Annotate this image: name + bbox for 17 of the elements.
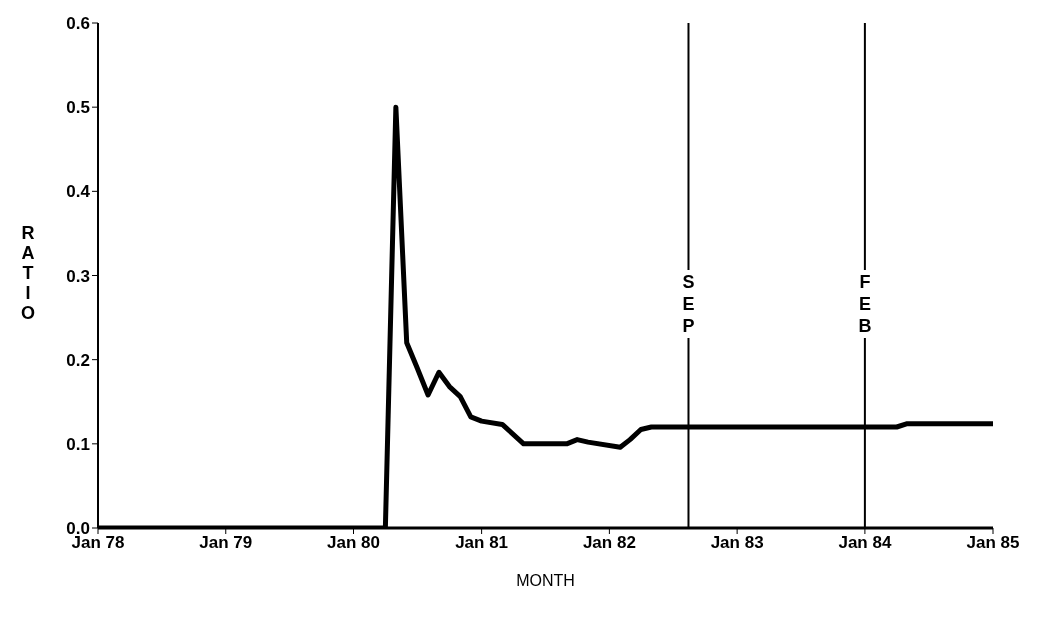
x-tick-label: Jan 82 bbox=[582, 533, 636, 553]
ref-line-label: FEB bbox=[858, 272, 872, 336]
x-tick-label: Jan 84 bbox=[838, 533, 892, 553]
y-tick-label: 0.5 bbox=[66, 98, 90, 118]
x-axis-title: MONTH bbox=[516, 572, 575, 589]
y-tick-label: 0.4 bbox=[66, 182, 91, 202]
ref-line-label: SEP bbox=[682, 272, 695, 336]
y-axis-title: RATIO bbox=[20, 223, 36, 323]
y-tick-label: 0.6 bbox=[66, 14, 90, 34]
x-tick-label: Jan 85 bbox=[966, 533, 1020, 553]
x-tick-label: Jan 83 bbox=[710, 533, 764, 553]
y-tick-label: 0.3 bbox=[66, 266, 90, 286]
x-tick-label: Jan 81 bbox=[455, 533, 509, 553]
y-tick-label: 0.2 bbox=[66, 350, 90, 370]
x-tick-label: Jan 79 bbox=[199, 533, 253, 553]
x-tick-label: Jan 80 bbox=[327, 533, 380, 553]
y-tick-label: 0.1 bbox=[66, 434, 90, 454]
